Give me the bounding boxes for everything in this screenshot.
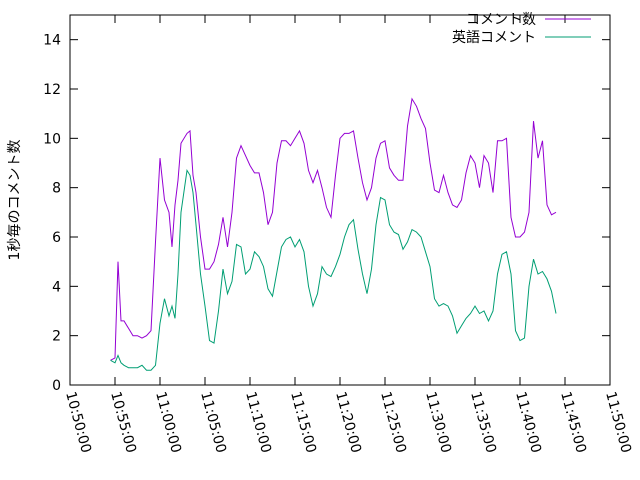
x-tick-label: 10:50:00 bbox=[62, 390, 94, 455]
legend-label-0: コメント数 bbox=[466, 12, 536, 28]
y-tick-label: 12 bbox=[43, 82, 61, 98]
x-tick-label: 11:20:00 bbox=[332, 390, 364, 455]
x-tick-label: 11:00:00 bbox=[152, 390, 184, 455]
y-tick-label: 6 bbox=[52, 230, 61, 246]
x-tick-label: 11:35:00 bbox=[467, 390, 499, 455]
y-tick-label: 14 bbox=[43, 33, 61, 49]
y-tick-label: 8 bbox=[52, 181, 61, 197]
legend-label-1: 英語コメント bbox=[452, 29, 536, 46]
x-tick-label: 11:50:00 bbox=[602, 390, 634, 455]
x-tick-label: 11:40:00 bbox=[512, 390, 544, 455]
series-lines bbox=[110, 97, 557, 371]
series-line-0 bbox=[110, 97, 557, 361]
x-tick-label: 11:45:00 bbox=[557, 390, 589, 455]
x-tick-label: 11:25:00 bbox=[377, 390, 409, 455]
axis-ticks: 0 2 4 6 8 10 12 14 10:50:00 10:55:00 11:00:00 11:05… bbox=[43, 15, 634, 455]
x-tick-label: 11:05:00 bbox=[197, 390, 229, 455]
y-tick-label: 10 bbox=[43, 131, 61, 147]
y-tick-label: 0 bbox=[52, 378, 61, 394]
series-line-1 bbox=[110, 168, 557, 371]
y-tick-label: 2 bbox=[52, 329, 61, 345]
y-tick-label: 4 bbox=[52, 279, 61, 295]
x-tick-label: 11:15:00 bbox=[287, 390, 319, 455]
x-tick-label: 10:55:00 bbox=[107, 390, 139, 455]
x-tick-label: 11:30:00 bbox=[422, 390, 454, 455]
y-axis-label: 1秒毎のコメント数 bbox=[7, 140, 23, 261]
x-tick-label: 11:10:00 bbox=[242, 390, 274, 455]
